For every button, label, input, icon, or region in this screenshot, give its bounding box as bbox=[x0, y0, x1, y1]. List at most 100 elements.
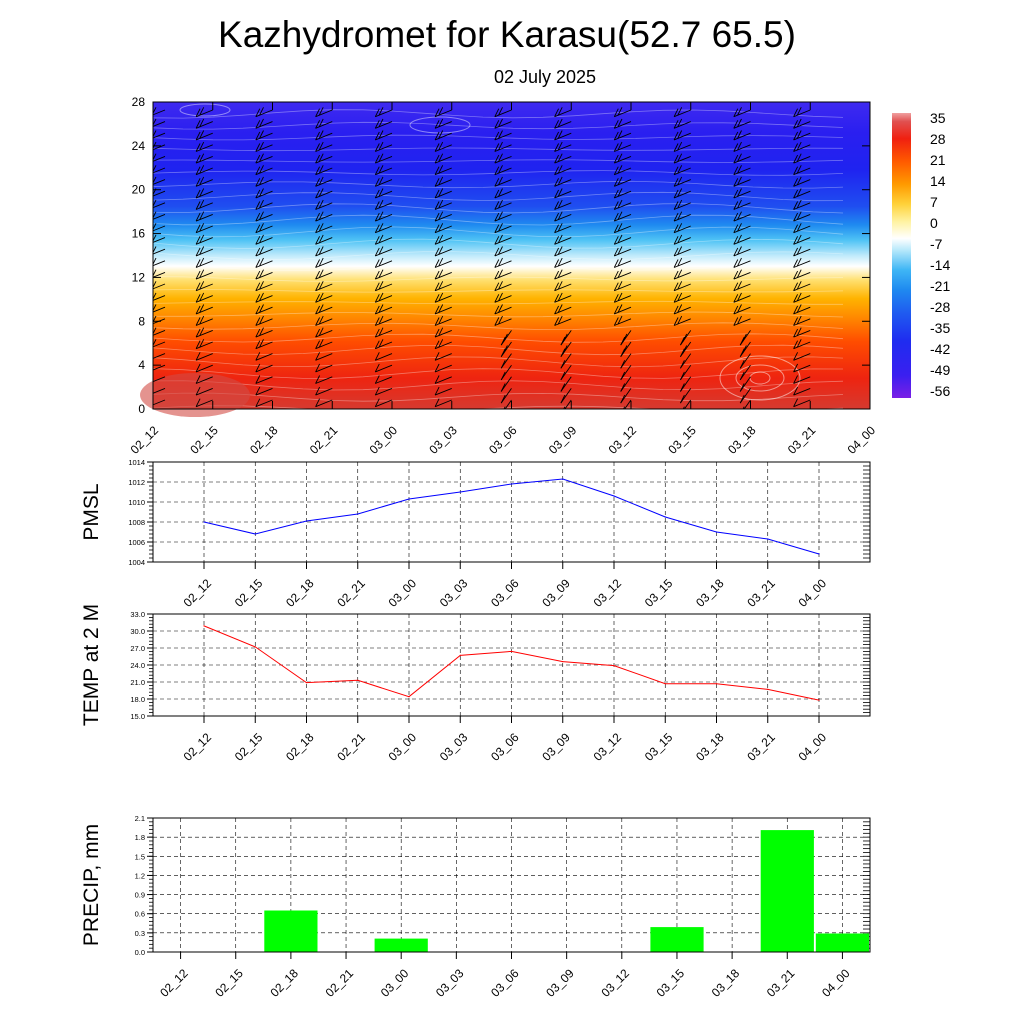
wind-barb-staff bbox=[614, 121, 632, 129]
wind-barb-staff bbox=[195, 376, 213, 384]
wind-barb-feather bbox=[374, 143, 380, 152]
wind-barb-feather bbox=[195, 282, 201, 291]
wind-barb-feather bbox=[620, 394, 626, 404]
wind-barb-staff bbox=[494, 155, 512, 164]
series-point bbox=[664, 516, 666, 518]
wind-barb-feather bbox=[199, 141, 205, 151]
wind-barb-feather bbox=[318, 339, 324, 348]
wind-barb-feather bbox=[434, 375, 440, 384]
wind-barb-feather bbox=[378, 199, 384, 209]
wind-barb-staff bbox=[554, 271, 572, 280]
wind-barb-staff bbox=[153, 109, 166, 116]
wind-barb-feather bbox=[255, 154, 261, 164]
wind-barb-staff bbox=[554, 155, 572, 164]
wind-barb-feather bbox=[557, 176, 563, 186]
wind-barb-feather bbox=[620, 336, 626, 346]
wind-barb-feather bbox=[199, 246, 205, 255]
xtick-label: 02_18 bbox=[283, 730, 317, 764]
colorbar bbox=[892, 113, 911, 398]
wind-barb-feather bbox=[623, 406, 626, 409]
wind-barb-feather bbox=[255, 398, 261, 407]
warm-blob-area bbox=[140, 373, 250, 417]
wind-barb-feather bbox=[562, 345, 568, 354]
wind-barb-feather bbox=[374, 120, 380, 129]
wind-barb-feather bbox=[673, 212, 679, 222]
wind-barb-feather bbox=[737, 153, 742, 162]
contour-line bbox=[153, 147, 844, 152]
xtick-label: 03_12 bbox=[591, 576, 625, 610]
xtick-label: 03_00 bbox=[386, 730, 420, 764]
wind-barb-staff bbox=[315, 271, 333, 280]
wind-barb-feather bbox=[739, 394, 745, 404]
wind-barb-staff bbox=[793, 329, 811, 338]
wind-barb-staff bbox=[315, 341, 333, 350]
wind-barb-feather bbox=[793, 270, 799, 280]
wind-barb-staff bbox=[375, 190, 393, 199]
wind-barb-feather bbox=[318, 199, 324, 209]
wind-barb-feather bbox=[195, 224, 201, 233]
wind-barb-feather bbox=[438, 130, 444, 139]
wind-barb-staff bbox=[793, 155, 811, 164]
wind-barb-feather bbox=[498, 223, 503, 232]
heatmap-xtick-label: 03_12 bbox=[606, 423, 640, 457]
wind-barb-staff bbox=[195, 283, 213, 292]
wind-barb-feather bbox=[255, 178, 261, 187]
wind-barb-staff bbox=[195, 144, 213, 152]
wind-barb-staff bbox=[733, 213, 751, 222]
wind-barb-feather bbox=[259, 176, 264, 186]
wind-barb-staff bbox=[614, 306, 632, 315]
series-point bbox=[664, 683, 666, 685]
wind-barb-staff bbox=[195, 260, 213, 268]
wind-barb-staff bbox=[375, 132, 393, 141]
wind-barb-feather bbox=[617, 176, 623, 186]
wind-barb-feather bbox=[793, 224, 799, 233]
wind-barb-staff bbox=[434, 364, 452, 373]
wind-barb-feather bbox=[195, 120, 201, 129]
wind-barb-staff bbox=[375, 306, 393, 315]
wind-barb-staff bbox=[153, 190, 166, 197]
wind-barb-staff bbox=[554, 225, 572, 234]
wind-barb-feather bbox=[255, 375, 261, 384]
wind-barb-staff bbox=[494, 121, 512, 129]
wind-barb-staff bbox=[153, 283, 166, 290]
wind-barb-feather bbox=[259, 153, 264, 162]
wind-barb-staff bbox=[554, 295, 572, 303]
wind-barb-staff bbox=[673, 248, 691, 257]
wind-barb-feather bbox=[378, 188, 384, 197]
wind-barb-feather bbox=[554, 282, 560, 291]
wind-barb-feather bbox=[374, 363, 380, 373]
wind-barb-staff bbox=[614, 248, 632, 257]
wind-barb-feather bbox=[617, 141, 623, 151]
wind-barb-staff bbox=[153, 167, 166, 174]
wind-barb-feather bbox=[255, 120, 261, 129]
heatmap-xtick-label: 03_21 bbox=[785, 423, 819, 457]
wind-barb-staff bbox=[673, 237, 691, 245]
wind-barb-staff bbox=[434, 306, 452, 315]
chart-subtitle: 02 July 2025 bbox=[494, 67, 596, 87]
wind-barb-feather bbox=[259, 188, 264, 197]
wind-barb-staff bbox=[375, 248, 393, 257]
wind-barb-staff bbox=[153, 318, 166, 325]
wind-barb-feather bbox=[153, 339, 157, 347]
wind-barb-feather bbox=[259, 199, 264, 209]
wind-barb-feather bbox=[677, 304, 683, 313]
wind-barb-feather bbox=[620, 383, 626, 392]
wind-barb-feather bbox=[148, 132, 152, 140]
wind-barb-feather bbox=[560, 348, 566, 357]
wind-barb-feather bbox=[793, 131, 799, 141]
wind-barb-feather bbox=[613, 236, 619, 245]
xtick-label: 03_18 bbox=[693, 730, 727, 764]
wind-barb-feather bbox=[259, 118, 264, 128]
wind-barb-feather bbox=[557, 223, 563, 232]
wind-barb-feather bbox=[259, 257, 264, 267]
heatmap-ytick-label: 16 bbox=[132, 227, 146, 241]
wind-barb-feather bbox=[438, 246, 444, 255]
wind-barb-staff bbox=[793, 121, 811, 129]
wind-barb-feather bbox=[498, 153, 503, 162]
wind-barb-feather bbox=[613, 143, 619, 152]
wind-barb-staff bbox=[315, 295, 333, 303]
wind-barb-staff bbox=[673, 213, 691, 222]
wind-barb-feather bbox=[498, 141, 503, 151]
wind-barb-feather bbox=[613, 247, 619, 257]
